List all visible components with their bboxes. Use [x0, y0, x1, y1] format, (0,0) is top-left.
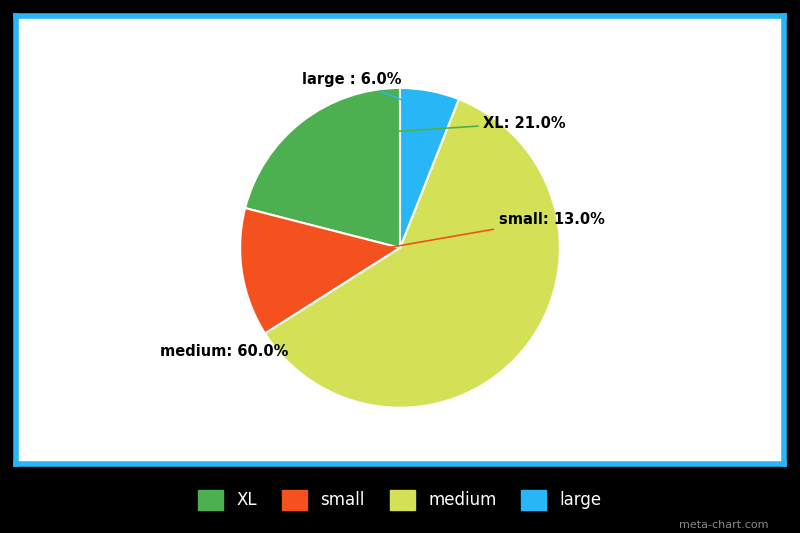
- Wedge shape: [400, 88, 459, 248]
- Legend: XL, small, medium, large: XL, small, medium, large: [191, 483, 609, 516]
- Text: XL: 21.0%: XL: 21.0%: [317, 116, 566, 136]
- Text: small: 13.0%: small: 13.0%: [264, 212, 605, 269]
- Wedge shape: [245, 88, 400, 248]
- Text: medium: 60.0%: medium: 60.0%: [160, 338, 506, 359]
- Wedge shape: [265, 99, 560, 408]
- Wedge shape: [240, 208, 400, 334]
- Text: meta-chart.com: meta-chart.com: [678, 520, 768, 530]
- Text: large : 6.0%: large : 6.0%: [302, 72, 424, 109]
